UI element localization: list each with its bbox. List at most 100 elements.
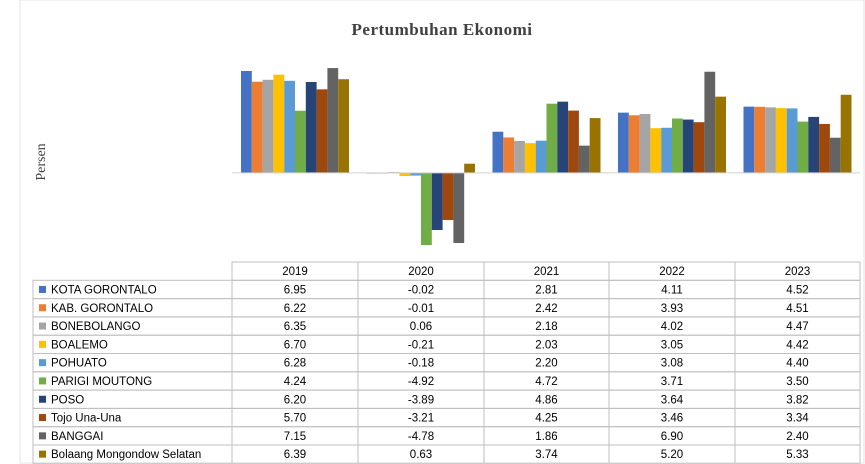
bar xyxy=(786,108,798,173)
bar xyxy=(628,115,640,173)
bar xyxy=(442,172,454,221)
legend-label: PARIGI MOUTONG xyxy=(51,376,152,388)
table-row xyxy=(32,334,861,355)
bar xyxy=(682,119,694,173)
table-cell: 2.40 xyxy=(786,431,808,443)
bar xyxy=(743,106,755,173)
table-cell: 6.70 xyxy=(284,339,306,351)
bar xyxy=(410,172,421,176)
bar xyxy=(797,121,809,173)
bar xyxy=(251,81,263,173)
table-cell: 3.82 xyxy=(786,394,808,406)
table-cell: 5.20 xyxy=(661,449,683,461)
table-cell: 4.40 xyxy=(786,358,808,370)
table-cell: 5.70 xyxy=(284,413,306,425)
legend-label: Bolaang Mongondow Selatan xyxy=(51,449,201,461)
y-axis-label: Persen xyxy=(34,143,49,180)
legend-key xyxy=(39,395,46,403)
bar xyxy=(464,163,475,173)
table-cell: -4.92 xyxy=(408,376,434,388)
bar xyxy=(338,79,349,173)
legend-key xyxy=(39,377,46,385)
bar xyxy=(524,143,536,173)
bar xyxy=(453,172,465,244)
table-cell: 4.72 xyxy=(535,376,557,388)
table-cell: 4.11 xyxy=(661,284,683,296)
bar xyxy=(241,71,252,173)
table-cell: -0.02 xyxy=(408,284,434,296)
table-header: 2020 xyxy=(408,266,434,278)
table-row xyxy=(32,298,861,318)
table-row xyxy=(32,316,861,336)
table-cell: 3.74 xyxy=(535,449,558,461)
table-cell: 3.71 xyxy=(661,376,683,388)
bar xyxy=(840,94,852,173)
legend-key xyxy=(39,322,46,330)
bar xyxy=(618,112,629,173)
table-cell: 3.05 xyxy=(661,339,683,351)
legend-key xyxy=(39,285,46,293)
bar xyxy=(399,172,411,177)
legend-key xyxy=(39,340,46,348)
bar xyxy=(284,80,295,173)
table-cell: 6.39 xyxy=(284,449,306,461)
table-cell: 2.18 xyxy=(535,321,557,333)
table-row xyxy=(32,407,861,428)
table-cell: -3.89 xyxy=(408,394,434,406)
bar xyxy=(639,113,651,173)
table-cell: 2.20 xyxy=(535,358,557,370)
table-cell: 4.25 xyxy=(535,413,557,425)
table-cell: 3.50 xyxy=(786,376,808,388)
table-row xyxy=(32,371,861,391)
bar xyxy=(808,116,820,173)
table-cell: 3.64 xyxy=(661,394,684,406)
legend-label: POHUATO xyxy=(51,358,107,370)
bar xyxy=(829,137,841,173)
legend-key xyxy=(39,414,46,422)
table-cell: 6.28 xyxy=(284,358,306,370)
bar xyxy=(568,110,579,173)
table-cell: 2.42 xyxy=(535,303,557,315)
legend-label: BANGGAI xyxy=(51,431,103,443)
table-cell: 4.51 xyxy=(786,303,808,315)
table-cell: 3.93 xyxy=(661,303,683,315)
legend-label: KOTA GORONTALO xyxy=(51,284,157,296)
table-row xyxy=(32,353,861,373)
table-cell: 0.63 xyxy=(410,449,432,461)
table-cell: 6.22 xyxy=(284,303,306,315)
bar xyxy=(305,82,317,173)
table-cell: 4.86 xyxy=(535,394,557,406)
table-cell: 6.90 xyxy=(661,431,683,443)
bar xyxy=(589,118,601,173)
bar xyxy=(650,128,662,173)
legend-key xyxy=(39,304,46,312)
table-cell: 0.06 xyxy=(410,321,432,333)
table-cell: 2.81 xyxy=(535,284,557,296)
bar xyxy=(557,101,569,173)
table-cell: 4.42 xyxy=(786,339,808,351)
table-row xyxy=(32,389,861,409)
table-cell: -3.21 xyxy=(408,413,434,425)
legend-label: BONEBOLANGO xyxy=(51,321,141,333)
bar xyxy=(715,96,726,173)
bar xyxy=(704,71,716,173)
bar xyxy=(672,118,683,173)
bar xyxy=(765,107,776,173)
table-cell: 3.46 xyxy=(661,413,683,425)
table-cell: -4.78 xyxy=(408,431,434,443)
table-header: 2021 xyxy=(534,266,560,278)
table-cell: -0.01 xyxy=(408,303,434,315)
table-cell: 5.33 xyxy=(786,449,808,461)
table-cell: 4.47 xyxy=(786,321,808,333)
bar xyxy=(546,103,558,173)
table-header: 2022 xyxy=(659,266,685,278)
legend-label: POSO xyxy=(51,394,84,406)
bar xyxy=(775,108,787,173)
table-cell: 6.95 xyxy=(284,284,306,296)
chart-border xyxy=(19,0,865,464)
bar xyxy=(578,145,590,173)
table-cell: 7.15 xyxy=(284,431,306,443)
bar xyxy=(661,127,672,173)
bar xyxy=(273,74,285,173)
